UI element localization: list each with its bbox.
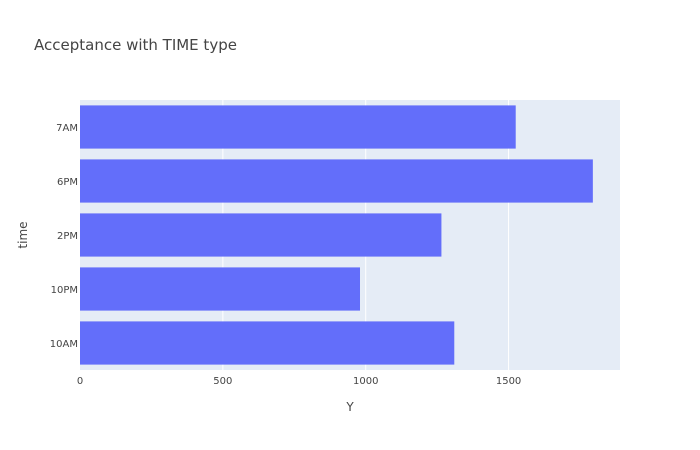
y-tick-labels: 10AM 10PM 2PM 6PM 7AM: [50, 123, 78, 350]
bar-7am[interactable]: [80, 105, 516, 149]
x-axis-label: Y: [345, 400, 354, 414]
x-tick-label: 0: [77, 376, 83, 387]
bar-6pm[interactable]: [80, 159, 593, 203]
y-tick-label: 7AM: [56, 123, 78, 134]
chart-title: Acceptance with TIME type: [34, 36, 237, 54]
y-axis-label: time: [16, 221, 30, 248]
y-tick-label: 10AM: [50, 339, 78, 350]
x-tick-label: 1500: [496, 376, 521, 387]
y-tick-label: 10PM: [51, 285, 78, 296]
x-tick-labels: 0 500 1000 1500: [77, 376, 521, 387]
bar-10pm[interactable]: [80, 267, 360, 311]
bar-10am[interactable]: [80, 321, 455, 365]
x-tick-label: 1000: [353, 376, 378, 387]
y-tick-label: 2PM: [57, 231, 78, 242]
x-tick-label: 500: [213, 376, 232, 387]
y-tick-label: 6PM: [57, 177, 78, 188]
bars: [80, 105, 593, 365]
bar-2pm[interactable]: [80, 213, 442, 257]
